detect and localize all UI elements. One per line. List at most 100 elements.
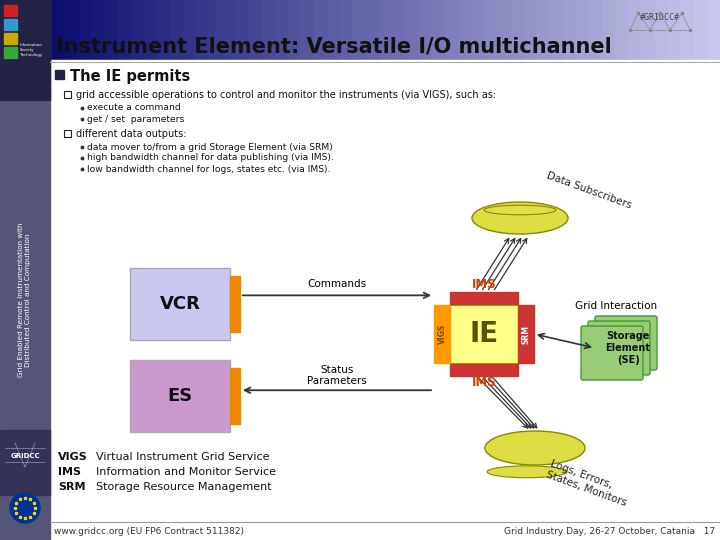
- Bar: [50, 60, 720, 540]
- Bar: [275, 0, 289, 60]
- Text: The IE permits: The IE permits: [70, 69, 190, 84]
- Text: VIGS: VIGS: [58, 452, 88, 462]
- Ellipse shape: [484, 205, 556, 215]
- Text: Information
Society
Technology: Information Society Technology: [20, 43, 43, 57]
- Bar: [550, 0, 564, 60]
- Bar: [210, 0, 223, 60]
- Bar: [458, 0, 472, 60]
- Text: low bandwidth channel for logs, states etc. (via IMS).: low bandwidth channel for logs, states e…: [87, 165, 330, 173]
- Bar: [40, 0, 53, 60]
- Text: ES: ES: [167, 387, 193, 405]
- FancyBboxPatch shape: [595, 316, 657, 370]
- Text: get / set  parameters: get / set parameters: [87, 114, 184, 124]
- Bar: [288, 0, 302, 60]
- Bar: [222, 0, 237, 60]
- Bar: [197, 0, 210, 60]
- Text: Commands: Commands: [307, 279, 366, 289]
- Bar: [629, 0, 642, 60]
- Bar: [445, 0, 459, 60]
- Bar: [576, 0, 590, 60]
- Bar: [563, 0, 577, 60]
- Text: Data Subscribers: Data Subscribers: [545, 170, 633, 210]
- Text: Storage Resource Management: Storage Resource Management: [96, 482, 271, 492]
- Text: Grid Enabled Remote Instrumentation with
Distributed Control and Computation: Grid Enabled Remote Instrumentation with…: [19, 222, 32, 377]
- Bar: [55, 70, 64, 79]
- Bar: [432, 0, 446, 60]
- Bar: [616, 0, 629, 60]
- Bar: [26, 0, 40, 60]
- Bar: [130, 268, 230, 340]
- Text: SRM: SRM: [521, 325, 531, 343]
- Bar: [654, 0, 669, 60]
- Bar: [379, 0, 394, 60]
- Bar: [4, 33, 17, 44]
- Bar: [170, 0, 184, 60]
- Bar: [707, 0, 720, 60]
- Bar: [472, 0, 485, 60]
- Text: www.gridcc.org (EU FP6 Contract 511382): www.gridcc.org (EU FP6 Contract 511382): [54, 528, 244, 537]
- Text: IMS: IMS: [58, 467, 81, 477]
- Text: Virtual Instrument Grid Service: Virtual Instrument Grid Service: [96, 452, 269, 462]
- Text: Storage
Element
(SE): Storage Element (SE): [606, 332, 650, 364]
- Bar: [328, 0, 341, 60]
- Text: Logs, Errors,
States, Monitors: Logs, Errors, States, Monitors: [545, 458, 632, 508]
- Text: Instrument Element: Versatile I/O multichannel: Instrument Element: Versatile I/O multic…: [56, 36, 612, 56]
- Circle shape: [10, 493, 40, 523]
- Bar: [450, 292, 518, 305]
- Bar: [406, 0, 420, 60]
- Bar: [450, 363, 518, 376]
- Bar: [78, 0, 93, 60]
- Bar: [518, 305, 534, 363]
- Bar: [66, 0, 79, 60]
- Bar: [354, 0, 367, 60]
- Bar: [230, 276, 240, 332]
- Text: data mover to/from a grid Storage Element (via SRM): data mover to/from a grid Storage Elemen…: [87, 143, 333, 152]
- Ellipse shape: [485, 431, 585, 465]
- Text: SRM: SRM: [58, 482, 86, 492]
- Bar: [589, 0, 603, 60]
- Bar: [4, 47, 17, 58]
- FancyBboxPatch shape: [588, 321, 650, 375]
- Bar: [0, 0, 14, 60]
- Bar: [118, 0, 132, 60]
- Bar: [4, 19, 17, 30]
- Text: GRIDCC: GRIDCC: [10, 453, 40, 459]
- Bar: [104, 0, 119, 60]
- Bar: [235, 0, 250, 60]
- Bar: [341, 0, 354, 60]
- Text: IE: IE: [469, 320, 498, 348]
- Bar: [0, 0, 50, 100]
- Bar: [91, 0, 106, 60]
- Text: VCR: VCR: [160, 295, 200, 313]
- Bar: [392, 0, 407, 60]
- Text: #GRIDCC#: #GRIDCC#: [640, 12, 680, 22]
- Bar: [230, 368, 240, 424]
- Bar: [485, 0, 498, 60]
- Bar: [64, 91, 71, 98]
- Bar: [184, 0, 197, 60]
- Text: IMS: IMS: [472, 279, 496, 292]
- Bar: [131, 0, 145, 60]
- Bar: [694, 0, 708, 60]
- Bar: [536, 0, 551, 60]
- Bar: [419, 0, 433, 60]
- Text: Status
Parameters: Status Parameters: [307, 364, 367, 386]
- Bar: [13, 0, 27, 60]
- Text: execute a command: execute a command: [87, 104, 181, 112]
- Bar: [0, 0, 50, 540]
- Bar: [680, 0, 695, 60]
- Text: Information and Monitor Service: Information and Monitor Service: [96, 467, 276, 477]
- Bar: [130, 360, 230, 432]
- Bar: [498, 0, 511, 60]
- Text: VIGS: VIGS: [438, 324, 446, 344]
- Text: grid accessible operations to control and monitor the instruments (via VIGS), su: grid accessible operations to control an…: [76, 90, 496, 100]
- Bar: [4, 5, 17, 16]
- Bar: [366, 0, 381, 60]
- Text: different data outputs:: different data outputs:: [76, 129, 186, 139]
- Bar: [667, 0, 682, 60]
- Bar: [248, 0, 263, 60]
- Bar: [301, 0, 315, 60]
- FancyBboxPatch shape: [581, 326, 643, 380]
- Bar: [510, 0, 525, 60]
- Text: Grid Interaction: Grid Interaction: [575, 301, 657, 311]
